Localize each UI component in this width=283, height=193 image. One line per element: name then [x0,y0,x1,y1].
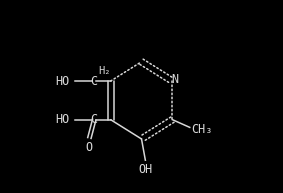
Text: C: C [91,74,98,88]
Text: OH: OH [138,163,153,176]
Text: C: C [91,113,98,126]
Text: HO: HO [55,113,69,126]
Text: N: N [172,73,179,86]
Text: CH₃: CH₃ [192,123,213,136]
Text: H₂: H₂ [98,66,111,76]
Text: HO: HO [55,74,69,88]
Text: O: O [86,141,93,154]
